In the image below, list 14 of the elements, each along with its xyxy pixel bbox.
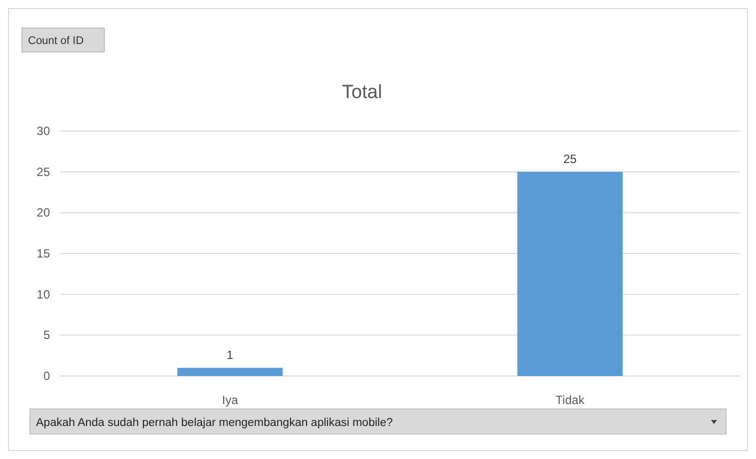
x-axis-title: Apakah Anda sudah pernah belajar mengembangkan aplikasi mobile? xyxy=(36,417,393,429)
text: Count of ID xyxy=(28,35,84,47)
y-tick-label: 25 xyxy=(36,164,50,179)
y-tick-label: 30 xyxy=(36,124,50,138)
data-label: 1 xyxy=(226,348,234,362)
y-tick-label: 15 xyxy=(36,246,50,260)
x-tick-label: Tidak xyxy=(556,393,586,407)
y-tick-label: 0 xyxy=(43,369,50,383)
y-tick-label: 5 xyxy=(43,328,50,342)
y-tick-label: 20 xyxy=(36,206,50,220)
y-tick-label: 10 xyxy=(36,287,50,302)
data-label: 25 xyxy=(563,152,577,166)
chart-title: Total xyxy=(342,82,382,103)
x-tick-label: Iya xyxy=(222,393,238,407)
